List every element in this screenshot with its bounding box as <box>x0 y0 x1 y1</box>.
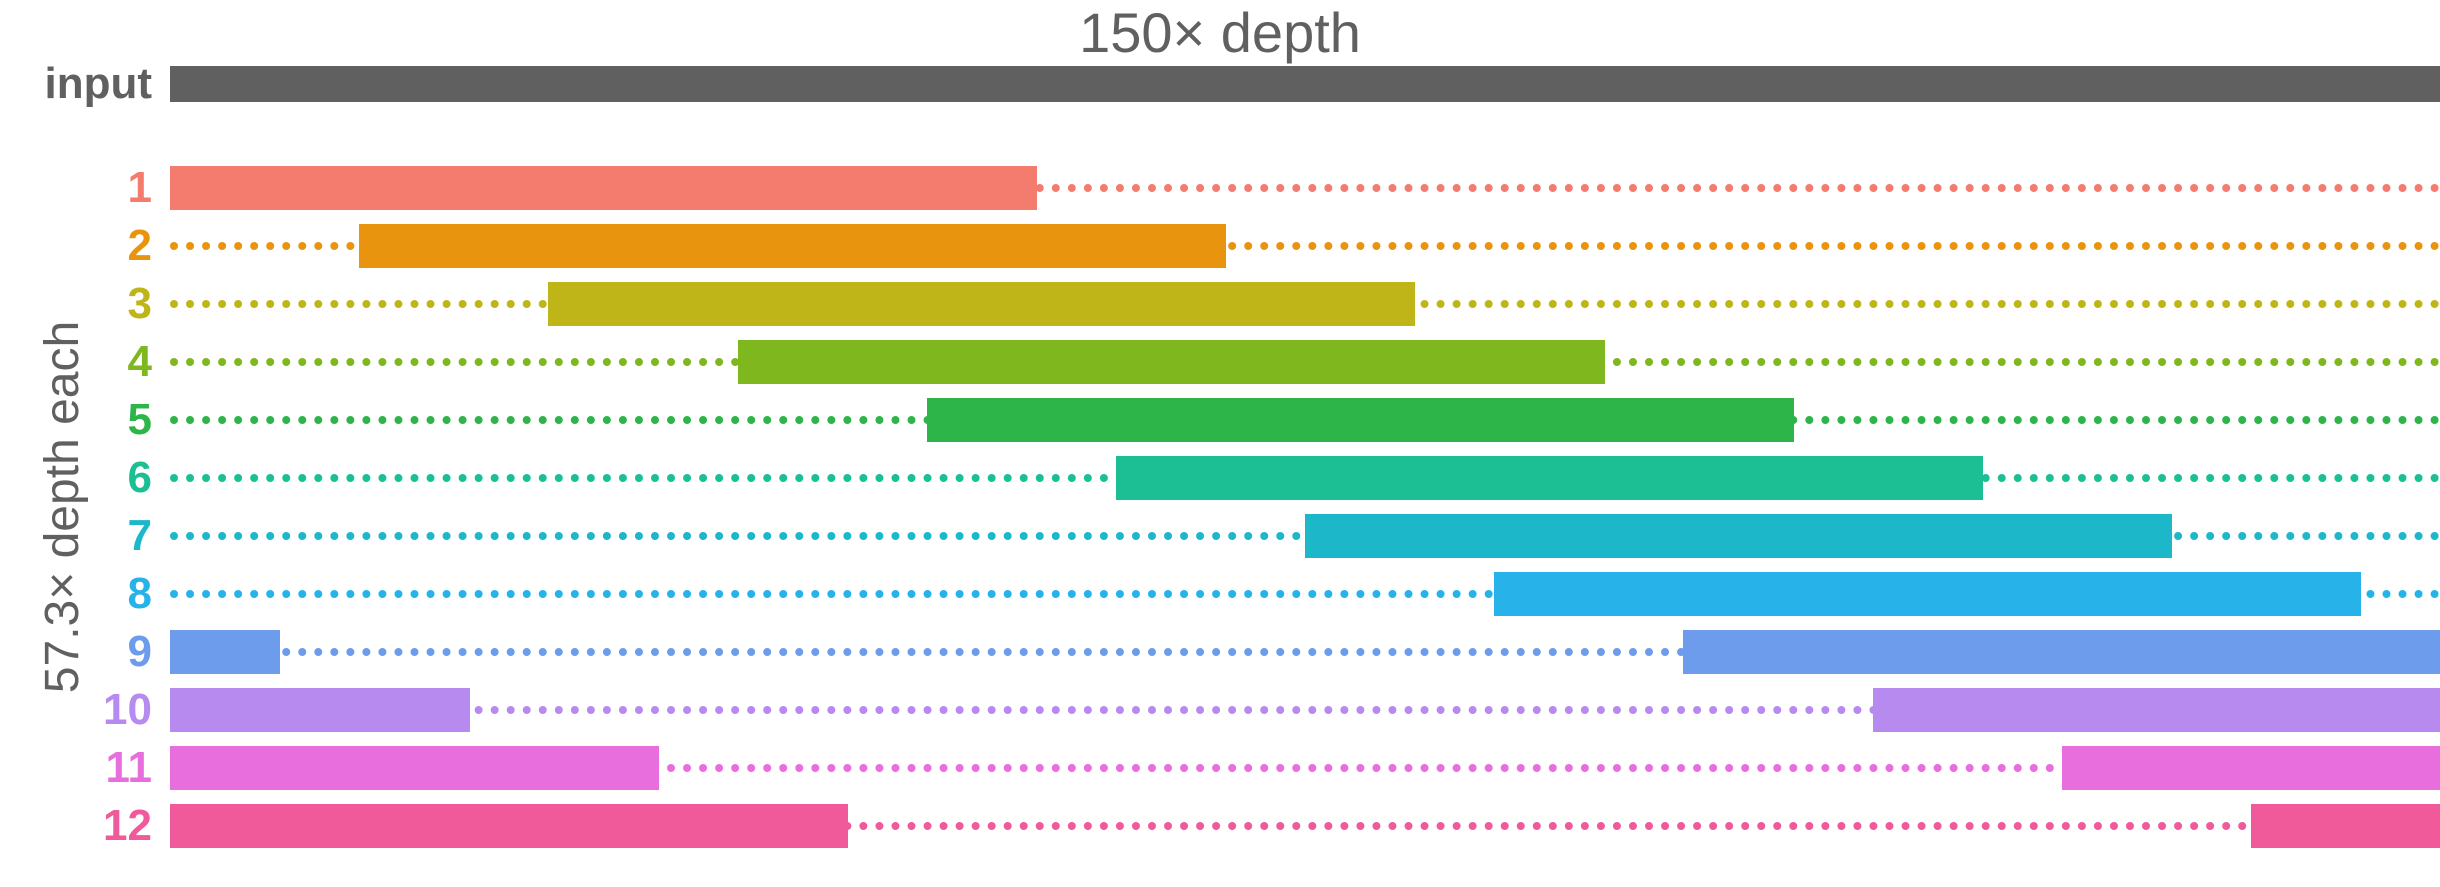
row-12: 12 <box>0 804 2440 848</box>
row-segment-12-1 <box>2251 804 2440 848</box>
row-segment-8 <box>1494 572 2361 616</box>
row-segment-1 <box>170 166 1037 210</box>
input-label: input <box>0 59 160 109</box>
row-segment-7 <box>1305 514 2172 558</box>
row-10: 10 <box>0 688 2440 732</box>
row-segment-9-1 <box>1683 630 2440 674</box>
row-track-12 <box>170 804 2440 848</box>
row-track-9 <box>170 630 2440 674</box>
row-7: 7 <box>0 514 2440 558</box>
row-6: 6 <box>0 456 2440 500</box>
chart-title: 150× depth <box>0 0 2440 65</box>
row-track-1 <box>170 166 2440 210</box>
row-segment-9-2 <box>170 630 280 674</box>
row-3: 3 <box>0 282 2440 326</box>
input-bar <box>170 66 2440 102</box>
row-1: 1 <box>0 166 2440 210</box>
row-11: 11 <box>0 746 2440 790</box>
row-segment-6 <box>1116 456 1983 500</box>
row-segment-2 <box>359 224 1226 268</box>
row-2: 2 <box>0 224 2440 268</box>
row-segment-5 <box>927 398 1794 442</box>
row-segment-4 <box>738 340 1605 384</box>
row-track-8 <box>170 572 2440 616</box>
row-track-5 <box>170 398 2440 442</box>
row-track-10 <box>170 688 2440 732</box>
row-track-11 <box>170 746 2440 790</box>
row-8: 8 <box>0 572 2440 616</box>
row-segment-12-2 <box>170 804 848 848</box>
row-4: 4 <box>0 340 2440 384</box>
row-segment-10-1 <box>1873 688 2440 732</box>
row-track-4 <box>170 340 2440 384</box>
row-segment-11-2 <box>170 746 659 790</box>
row-segment-11-1 <box>2062 746 2440 790</box>
row-track-7 <box>170 514 2440 558</box>
y-axis-label: 57.3× depth each <box>35 166 90 848</box>
row-segment-3 <box>548 282 1415 326</box>
row-track-6 <box>170 456 2440 500</box>
row-track-3 <box>170 282 2440 326</box>
row-track-2 <box>170 224 2440 268</box>
row-9: 9 <box>0 630 2440 674</box>
row-5: 5 <box>0 398 2440 442</box>
row-segment-10-2 <box>170 688 470 732</box>
